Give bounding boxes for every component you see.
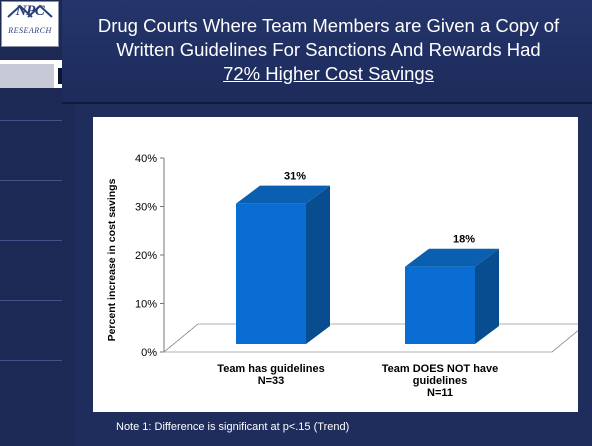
decor-stripe (0, 120, 62, 121)
data-label: 18% (453, 234, 475, 246)
footnote: Note 1: Difference is significant at p<.… (116, 421, 350, 433)
bar (405, 266, 475, 344)
chart-panel: 0% 10% 20% 30% 40% Percent increase in cost s… (93, 117, 588, 412)
category-label: Team DOES NOT have (382, 363, 499, 375)
bar (236, 203, 306, 344)
decor-block (0, 64, 54, 88)
bar-side (306, 185, 330, 344)
logo-subtext: RESEARCH (8, 26, 52, 35)
chart-floor (162, 323, 588, 353)
bar-top (236, 185, 330, 204)
decor-stripe (0, 240, 62, 241)
floor-edge-right (551, 323, 587, 353)
logo-text: NPC (15, 3, 45, 19)
bar-side (475, 248, 499, 344)
left-decor-strip (0, 0, 74, 446)
category-label: Team has guidelines (217, 363, 324, 375)
y-tick-label: 0% (141, 347, 157, 359)
category-label: N=33 (258, 375, 285, 387)
title-line-3: 72% Higher Cost Savings (223, 63, 434, 84)
logo-roof-icon (7, 4, 53, 18)
decor-stripe (0, 180, 62, 181)
slide-title: Drug Courts Where Team Members are Given… (76, 14, 581, 86)
bar-top (405, 248, 499, 267)
y-tick-label: 20% (135, 250, 157, 262)
category-label: N=11 (427, 387, 453, 399)
data-label: 31% (284, 171, 306, 183)
npc-research-logo: NPC RESEARCH (1, 1, 59, 47)
decor-stripe (0, 300, 62, 301)
title-line-1: Drug Courts Where Team Members are Given… (97, 15, 560, 36)
slide-header (62, 0, 592, 104)
y-tick-label: 10% (135, 299, 157, 311)
floor-edge-left (163, 323, 199, 353)
category-label: guidelines (413, 375, 467, 387)
bar-chart: 0% 10% 20% 30% 40% Percent increase in cost s… (106, 153, 588, 399)
title-line-2: Written Guidelines For Sanctions And Rew… (116, 39, 541, 60)
y-axis-title: Percent increase in cost savings (106, 178, 118, 341)
decor-stripe (0, 360, 62, 361)
y-tick-label: 30% (135, 202, 157, 214)
y-tick-label: 40% (135, 153, 157, 165)
